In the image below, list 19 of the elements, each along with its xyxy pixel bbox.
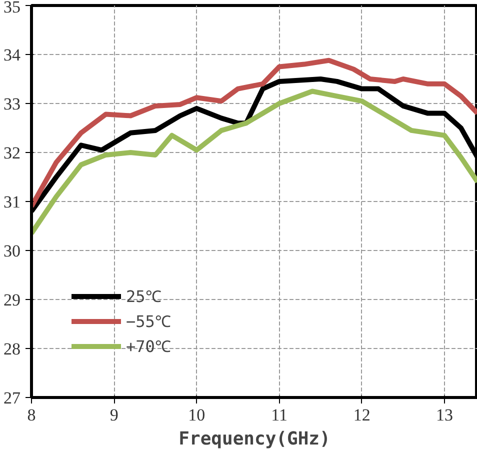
y-tick-label: 32: [4, 144, 20, 162]
y-tick-label: 28: [4, 340, 20, 358]
y-tick-label: 27: [4, 388, 21, 408]
y-tick-label: 30: [4, 242, 20, 260]
legend-label: 25℃: [126, 286, 162, 307]
y-tick-label: 34: [4, 46, 21, 64]
y-tick-label: 33: [4, 94, 20, 114]
y-tick-label: 29: [4, 290, 20, 310]
x-tick-label: 13: [436, 406, 453, 424]
x-axis-title: Frequency(GHz): [178, 428, 330, 450]
x-tick-label: 9: [110, 406, 118, 424]
x-tick-label: 12: [353, 406, 370, 424]
x-tick-label: 8: [27, 406, 36, 424]
x-tick-label: 10: [188, 406, 206, 424]
legend-label: −55℃: [126, 311, 171, 332]
legend-label: +70℃: [126, 336, 171, 357]
y-tick-label: 31: [4, 192, 20, 212]
y-tick-label: 35: [4, 0, 20, 16]
x-tick-label: 11: [271, 406, 288, 424]
